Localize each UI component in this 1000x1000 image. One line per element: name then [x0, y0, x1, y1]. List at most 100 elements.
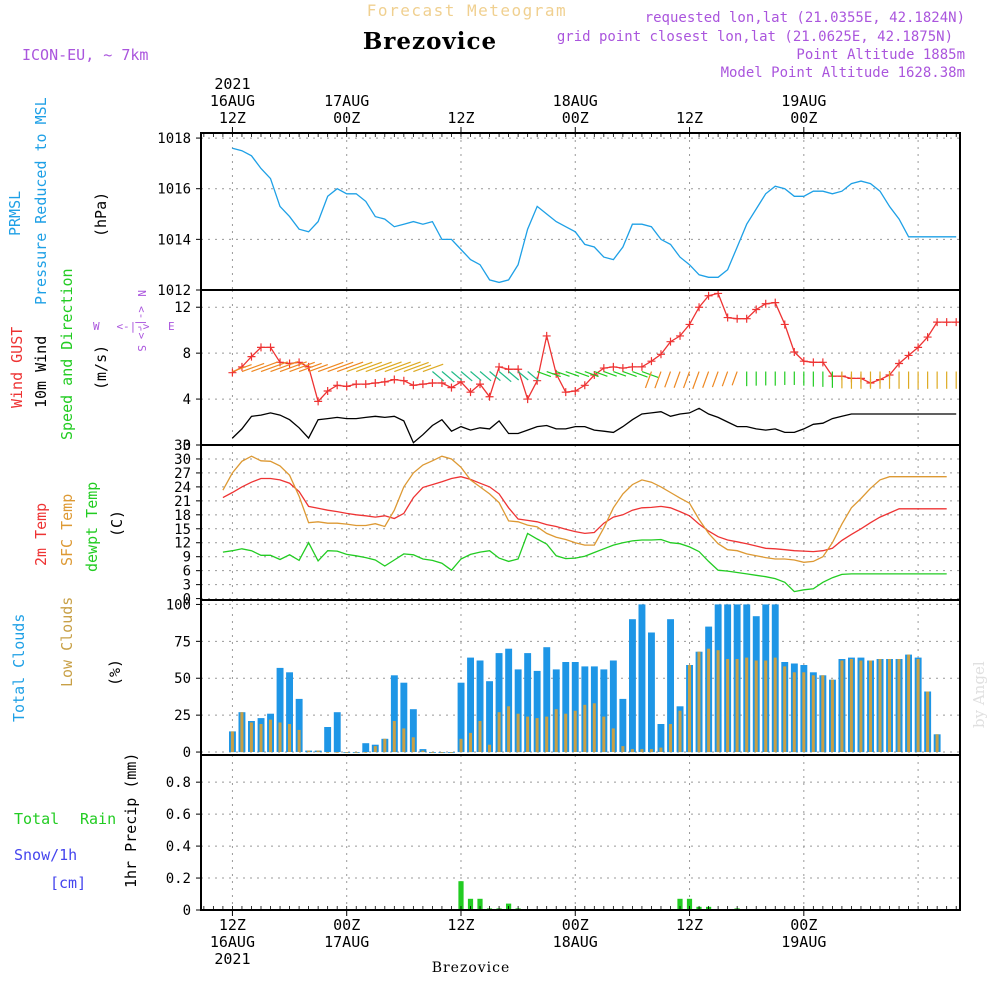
clouds-ytick-label: 50 — [174, 671, 191, 687]
wind-ytick-label: 12 — [174, 300, 191, 316]
gust-marker — [256, 343, 265, 352]
total-cloud-bar — [276, 667, 284, 752]
low-cloud-bar — [469, 732, 472, 753]
precip-ytick-label: 0 — [183, 903, 191, 919]
top-time-label: 19AUG — [781, 92, 826, 110]
gust-marker — [818, 358, 827, 367]
gust-marker — [647, 357, 656, 366]
wind-arrow — [536, 370, 552, 378]
wind-arrow — [422, 363, 444, 373]
low-cloud-bar — [688, 665, 691, 753]
wind-ytick-label: 0 — [183, 438, 191, 454]
clouds-frame — [200, 599, 961, 756]
total-cloud-bar — [295, 698, 303, 752]
gust-marker — [952, 318, 961, 327]
compass-south: S — [135, 345, 148, 352]
point-altitude: Point Altitude 1885m — [796, 47, 965, 63]
gust-marker — [323, 387, 332, 396]
total-cloud-bar — [514, 669, 522, 753]
low-cloud-bar — [630, 749, 634, 753]
low-cloud-bar — [421, 750, 425, 753]
low-cloud-bar — [830, 679, 834, 752]
pressure-frame — [200, 132, 961, 291]
total-cloud-bar — [638, 604, 646, 752]
top-time-label: 2021 — [214, 75, 250, 93]
temperature-ytick-label: 3 — [183, 578, 191, 594]
location-title: Brezovice — [363, 28, 497, 55]
wind-arrow — [460, 371, 473, 382]
bottom-time-label: 12Z — [219, 916, 246, 934]
low-cloud-bar — [916, 659, 920, 752]
gust-marker — [771, 298, 780, 307]
top-time-label: 00Z — [333, 109, 360, 127]
gust-marker — [618, 364, 627, 373]
gust-marker — [609, 362, 618, 371]
watermark: by Angel — [970, 661, 988, 728]
rain-label: Rain — [80, 810, 116, 828]
gust-marker — [352, 380, 361, 389]
precip-frame — [200, 754, 961, 911]
total-cloud-bar — [657, 724, 665, 752]
wind-arrow — [365, 361, 392, 373]
top-time-label: 17AUG — [324, 92, 369, 110]
temperature-series-2m-temp — [222, 476, 947, 553]
rain-bar — [677, 898, 683, 910]
wind-arrow — [327, 361, 354, 373]
temperature-series-sfc-temp — [222, 455, 947, 563]
wind-ytick-label: 8 — [183, 346, 191, 362]
compass-west: W — [93, 320, 100, 333]
precip-ytick-label: 0.2 — [166, 871, 191, 887]
snow-label: Snow/1h — [14, 846, 77, 864]
low-cloud-bar — [649, 749, 653, 753]
gust-marker — [533, 376, 542, 385]
low-cloud-bar — [773, 657, 777, 753]
wind-arrow — [603, 370, 617, 377]
gust-marker — [809, 358, 818, 367]
wind-ytick-label: 4 — [183, 392, 191, 408]
gust-marker — [428, 379, 437, 387]
temperature-ytick-label: 18 — [174, 508, 191, 524]
snow-unit-label: [cm] — [50, 874, 86, 892]
gust-marker — [333, 381, 342, 390]
temperature-series-dewpt-temp — [222, 532, 947, 593]
low-cloud-bar — [707, 648, 711, 752]
temp-dew-label: dewpt Temp — [83, 482, 101, 572]
wind-arrow — [270, 360, 299, 373]
low-cloud-bar — [488, 744, 491, 753]
total-cloud-bar — [324, 727, 332, 753]
clouds-ytick-label: 100 — [166, 597, 191, 613]
total-cloud-bar — [600, 669, 608, 753]
gust-marker — [637, 362, 646, 371]
low-cloud-bar — [716, 650, 720, 753]
temperature-ytick-label: 30 — [174, 452, 191, 468]
wind-arrow — [711, 371, 719, 388]
gust-marker — [752, 305, 761, 314]
model-altitude: Model Point Altitude 1628.38m — [721, 65, 965, 81]
gust-marker — [580, 381, 589, 390]
low-cloud-bar — [669, 724, 672, 752]
low-cloud-bar — [345, 752, 349, 753]
pressure-msl-label: Pressure Reduced to MSL — [32, 97, 50, 305]
low-cloud-bar — [240, 712, 244, 753]
wind-arrow — [298, 362, 322, 373]
low-cloud-bar — [440, 752, 444, 753]
wind-series-10m-wind — [231, 407, 957, 444]
total-cloud-bar — [476, 660, 484, 752]
bottom-time-label: 00Z — [790, 916, 817, 934]
low-cloud-bar — [849, 659, 853, 752]
gust-marker — [390, 375, 399, 384]
wind-arrow — [279, 361, 307, 373]
gust-marker — [933, 318, 942, 327]
total-cloud-bar — [467, 657, 474, 753]
low-cloud-bar — [745, 657, 749, 753]
wind-arrow — [682, 371, 691, 389]
gust-marker — [628, 362, 637, 371]
total-cloud-bar — [400, 682, 408, 753]
gust-marker — [409, 381, 418, 390]
gust-marker — [476, 380, 485, 389]
wind-arrow — [317, 361, 344, 373]
wind-speed-dir-label: Speed and Direction — [58, 268, 76, 440]
low-cloud-bar — [659, 747, 663, 752]
